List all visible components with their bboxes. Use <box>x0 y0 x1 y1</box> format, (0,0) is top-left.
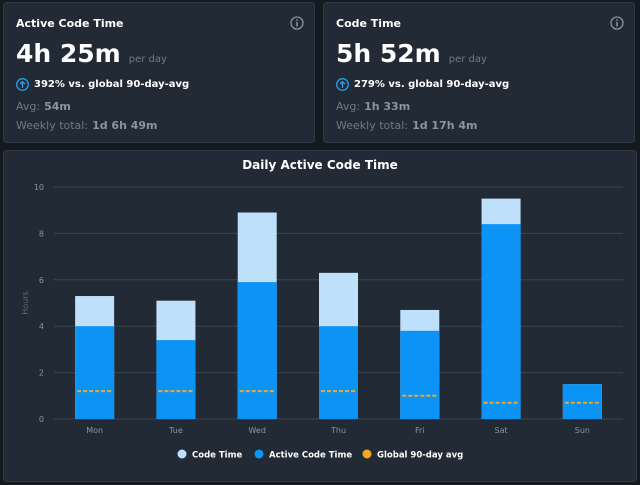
chart: Daily Active Code Time Hours 0 2 4 6 8 10 Mon Tue… <box>21 158 623 461</box>
bar <box>481 224 521 419</box>
up-icon <box>336 78 349 91</box>
y-tick-label: 0 <box>39 415 44 424</box>
bar <box>400 330 440 419</box>
up-icon <box>16 78 29 91</box>
x-tick-label: Mon <box>86 426 103 435</box>
stat-unit: per day <box>128 54 167 65</box>
legend-swatch <box>177 449 187 459</box>
x-tick-label: Fri <box>415 426 425 435</box>
y-tick-label: 10 <box>34 183 44 192</box>
legend-label: Active Code Time <box>269 451 352 461</box>
bar <box>562 384 602 419</box>
chart-panel: Daily Active Code Time Hours 0 2 4 6 8 10 Mon Tue… <box>3 150 637 482</box>
info-icon[interactable] <box>610 16 624 30</box>
bar <box>156 340 196 419</box>
stat-value: 4h 25m <box>16 39 121 68</box>
chart-title: Daily Active Code Time <box>242 158 398 172</box>
bar <box>319 326 358 419</box>
legend-swatch <box>362 449 372 459</box>
x-tick-label: Sat <box>495 426 508 435</box>
y-tick-label: 6 <box>39 276 44 285</box>
avg-label: Avg: <box>16 100 41 113</box>
y-axis-label: Hours <box>21 291 30 314</box>
weekly-label: Weekly total: <box>16 119 89 132</box>
avg-label: Avg: <box>336 100 361 113</box>
x-tick-label: Tue <box>168 426 183 435</box>
y-tick-label: 4 <box>39 322 44 331</box>
card-title: Active Code Time <box>16 17 124 30</box>
stat-value: 5h 52m <box>336 39 441 68</box>
change-text: 392% vs. global 90-day-avg <box>34 79 190 90</box>
stat-card: Code Time 5h 52m per day 279% vs. global … <box>323 2 635 143</box>
y-tick-label: 2 <box>39 369 44 378</box>
legend-label: Global 90-day avg <box>377 451 463 461</box>
stat-unit: per day <box>448 54 487 65</box>
stat-card: Active Code Time 4h 25m per day 392% vs. … <box>3 2 315 143</box>
legend-swatch <box>254 449 264 459</box>
weekly-value: 1d 17h 4m <box>412 119 478 132</box>
avg-value: 54m <box>44 100 71 113</box>
weekly-value: 1d 6h 49m <box>92 119 158 132</box>
x-tick-label: Thu <box>330 426 346 435</box>
bar <box>237 282 277 419</box>
x-tick-label: Wed <box>248 426 265 435</box>
card-title: Code Time <box>336 17 401 30</box>
legend-label: Code Time <box>192 451 242 461</box>
weekly-label: Weekly total: <box>336 119 409 132</box>
info-icon[interactable] <box>290 16 304 30</box>
bar <box>75 326 115 419</box>
x-tick-label: Sun <box>575 426 590 435</box>
change-text: 279% vs. global 90-day-avg <box>354 79 510 90</box>
y-tick-label: 8 <box>39 229 44 238</box>
avg-value: 1h 33m <box>364 100 411 113</box>
